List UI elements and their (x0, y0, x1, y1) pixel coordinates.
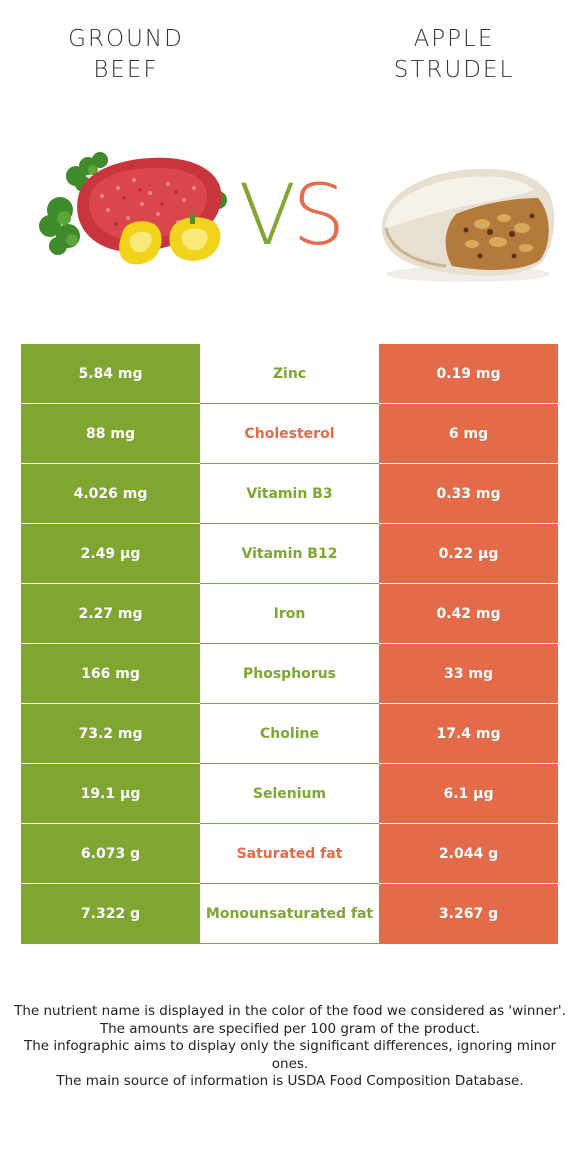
footer-notes: The nutrient name is displayed in the co… (14, 1003, 566, 1091)
left-food-value: 73.2 mg (21, 704, 200, 764)
nutrient-name: Vitamin B3 (200, 464, 379, 524)
nutrient-name: Saturated fat (200, 824, 379, 884)
left-food-value: 88 mg (21, 404, 200, 464)
nutrient-name: Phosphorus (200, 644, 379, 704)
left-food-title-line1: GROUND (68, 26, 184, 52)
left-food-value: 7.322 g (21, 884, 200, 944)
left-food-value: 4.026 mg (21, 464, 200, 524)
right-food-value: 6.1 µg (379, 764, 558, 824)
right-food-value: 0.19 mg (379, 344, 558, 404)
right-food-value: 3.267 g (379, 884, 558, 944)
right-food-value: 0.22 µg (379, 524, 558, 584)
table-row: 2.27 mg Iron 0.42 mg (21, 584, 558, 644)
nutrient-name: Zinc (200, 344, 379, 404)
right-food-title-line1: APPLE (413, 26, 495, 52)
footer-note-winner: The nutrient name is displayed in the co… (14, 1003, 566, 1019)
right-food-value: 2.044 g (379, 824, 558, 884)
nutrient-table: 5.84 mg Zinc 0.19 mg 88 mg Cholesterol 6 mg 4.… (21, 344, 558, 944)
table-row: 2.49 µg Vitamin B12 0.22 µg (21, 524, 558, 584)
left-food-title: GROUND BEEF (16, 24, 236, 86)
vs-s-letter: S (292, 166, 345, 264)
right-food-value: 33 mg (379, 644, 558, 704)
footer-note-significance: The infographic aims to display only the… (23, 1038, 557, 1072)
table-row: 19.1 µg Selenium 6.1 µg (21, 764, 558, 824)
footer-note-source: The main source of information is USDA F… (56, 1073, 524, 1089)
table-row: 6.073 g Saturated fat 2.044 g (21, 824, 558, 884)
right-food-value: 0.42 mg (379, 584, 558, 644)
left-food-value: 6.073 g (21, 824, 200, 884)
nutrient-name: Cholesterol (200, 404, 379, 464)
left-food-value: 166 mg (21, 644, 200, 704)
right-food-title-line2: STRUDEL (393, 57, 515, 83)
left-food-value: 5.84 mg (21, 344, 200, 404)
footer-note-amounts: The amounts are specified per 100 gram o… (99, 1020, 481, 1037)
nutrient-name: Iron (200, 584, 379, 644)
left-food-value: 2.27 mg (21, 584, 200, 644)
table-row: 166 mg Phosphorus 33 mg (21, 644, 558, 704)
right-food-value: 17.4 mg (379, 704, 558, 764)
ground-beef-image (39, 152, 227, 265)
right-food-title: APPLE STRUDEL (344, 24, 564, 86)
left-food-value: 19.1 µg (21, 764, 200, 824)
right-food-value: 6 mg (379, 404, 558, 464)
left-food-value: 2.49 µg (21, 524, 200, 584)
left-food-title-line2: BEEF (93, 57, 159, 83)
vs-v-letter: V (238, 166, 297, 264)
table-row: 88 mg Cholesterol 6 mg (21, 404, 558, 464)
right-food-value: 0.33 mg (379, 464, 558, 524)
nutrient-name: Monounsaturated fat (200, 884, 379, 944)
table-row: 73.2 mg Choline 17.4 mg (21, 704, 558, 764)
nutrient-name: Choline (200, 704, 379, 764)
table-row: 4.026 mg Vitamin B3 0.33 mg (21, 464, 558, 524)
table-row: 5.84 mg Zinc 0.19 mg (21, 344, 558, 404)
apple-strudel-image (381, 168, 555, 282)
vs-label: VS (228, 170, 352, 260)
nutrient-name: Vitamin B12 (200, 524, 379, 584)
nutrient-name: Selenium (200, 764, 379, 824)
table-row: 7.322 g Monounsaturated fat 3.267 g (21, 884, 558, 944)
